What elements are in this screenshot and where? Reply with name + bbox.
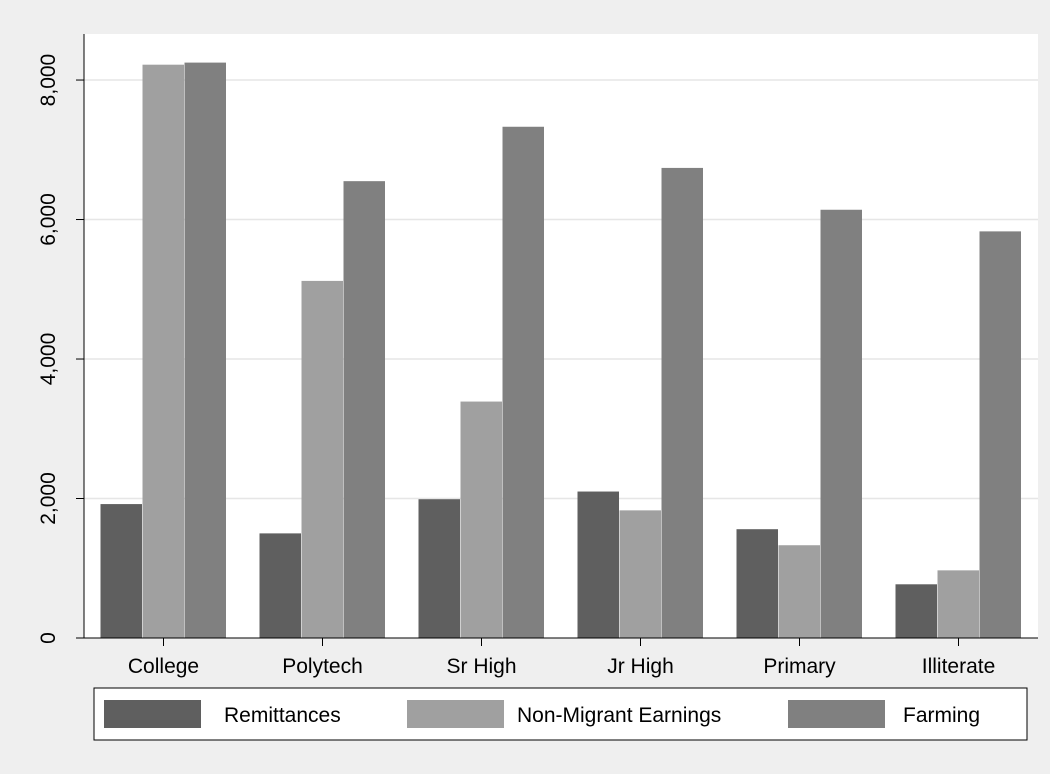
y-tick-label: 0 — [37, 632, 60, 644]
legend-label-remittances: Remittances — [224, 704, 341, 727]
y-axis-ticks: 0 2,000 4,000 6,000 8,000 — [37, 54, 84, 644]
legend-swatch-non-migrant-earnings — [407, 700, 504, 728]
bar-remittances-sr-high — [418, 499, 460, 638]
bar-remittances-polytech — [259, 533, 301, 638]
legend-box — [93, 687, 1028, 741]
bar-non-migrant-earnings-sr-high — [460, 401, 502, 638]
legend-swatch-farming — [788, 700, 885, 728]
legend-swatch-remittances — [104, 700, 201, 728]
bar-farming-illiterate — [979, 231, 1021, 639]
x-tick-label: Illiterate — [922, 655, 996, 678]
bar-non-migrant-earnings-jr-high — [619, 510, 661, 638]
y-tick-label: 2,000 — [37, 472, 60, 525]
y-tick-label: 4,000 — [37, 333, 60, 386]
x-tick-label: Sr High — [446, 655, 516, 678]
bar-farming-college — [184, 62, 226, 639]
bar-farming-jr-high — [661, 167, 703, 639]
legend: Remittances Non-Migrant Earnings Farming — [93, 687, 1028, 741]
x-tick-label: College — [128, 655, 199, 678]
legend-label-farming: Farming — [903, 704, 980, 727]
bar-remittances-jr-high — [577, 491, 619, 638]
bar-non-migrant-earnings-college — [142, 64, 184, 638]
x-tick-label: Jr High — [607, 655, 674, 678]
x-tick-label: Polytech — [282, 655, 363, 678]
x-axis-ticks: College Polytech Sr High Jr High Primary Illi… — [128, 638, 995, 678]
bar-non-migrant-earnings-primary — [778, 545, 820, 638]
bar-farming-polytech — [343, 181, 385, 638]
grid-lines — [84, 79, 1038, 500]
bar-remittances-illiterate — [895, 584, 937, 638]
bar-remittances-college — [100, 504, 142, 638]
bar-farming-sr-high — [502, 126, 544, 639]
bar-non-migrant-earnings-polytech — [301, 280, 343, 638]
legend-label-non-migrant-earnings: Non-Migrant Earnings — [517, 704, 721, 727]
bar-remittances-primary — [736, 529, 778, 638]
plot-background — [84, 34, 1038, 638]
bar-non-migrant-earnings-illiterate — [937, 570, 979, 638]
y-tick-label: 6,000 — [37, 193, 60, 246]
bars — [100, 62, 1021, 639]
bar-farming-primary — [820, 209, 862, 638]
y-tick-label: 8,000 — [37, 54, 60, 107]
x-tick-label: Primary — [763, 655, 836, 678]
